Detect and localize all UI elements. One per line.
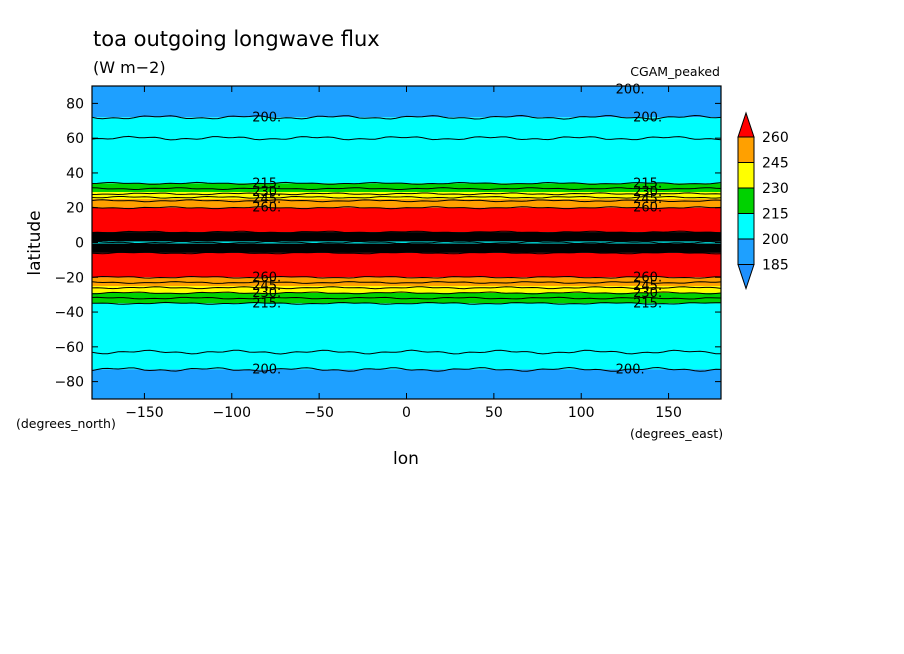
y-tick-label: 0 bbox=[75, 236, 84, 252]
colorbar-label: 260 bbox=[762, 130, 789, 146]
x-tick-label: 100 bbox=[568, 405, 595, 421]
contour-line bbox=[91, 286, 722, 290]
colorbar-label: 200 bbox=[762, 232, 789, 248]
contour-line bbox=[92, 241, 722, 244]
contour-line bbox=[91, 230, 722, 234]
contour-label: 200. bbox=[252, 110, 281, 125]
contour-label: 230. bbox=[633, 185, 662, 200]
contour-label: 215. bbox=[633, 296, 662, 311]
colorbar-label: 245 bbox=[762, 156, 789, 172]
contour-line bbox=[91, 275, 722, 279]
band-10 bbox=[92, 292, 721, 304]
contour-line bbox=[92, 246, 722, 250]
band-3 bbox=[92, 192, 721, 200]
colorbar-bottom-arrow bbox=[737, 264, 755, 291]
equatorial-stripe bbox=[92, 241, 721, 244]
band-5 bbox=[92, 207, 721, 233]
contour-line bbox=[91, 366, 722, 372]
y-tick-label: −20 bbox=[54, 270, 84, 286]
band-4 bbox=[92, 199, 721, 208]
contour-line bbox=[91, 114, 722, 120]
contour-label: 245. bbox=[252, 192, 281, 207]
chart-title: toa outgoing longwave flux bbox=[93, 27, 380, 51]
contour-label: 245. bbox=[252, 279, 281, 294]
x-axis-label: lon bbox=[393, 449, 419, 469]
contour-lines bbox=[91, 114, 722, 372]
y-axis-label: latitude bbox=[25, 210, 45, 275]
y-tick-label: −40 bbox=[54, 305, 84, 321]
band-1 bbox=[92, 117, 721, 184]
contour-label: 260. bbox=[633, 270, 662, 285]
contour-label: 260. bbox=[633, 201, 662, 216]
dataset-label: CGAM_peaked bbox=[630, 64, 720, 79]
y-tick-label: −80 bbox=[54, 375, 84, 391]
x-tick-label: 150 bbox=[655, 405, 682, 421]
band-9 bbox=[92, 285, 721, 293]
contour-line bbox=[91, 349, 721, 355]
contour-label: 200. bbox=[252, 362, 281, 377]
contour-label: 215. bbox=[633, 176, 662, 191]
contour-line bbox=[91, 135, 722, 141]
contour-line bbox=[91, 206, 722, 210]
contour-label: 200. bbox=[616, 82, 645, 97]
contour-label: 230. bbox=[633, 286, 662, 301]
y-axis-units: (degrees_north) bbox=[16, 416, 116, 431]
x-tick-label: 0 bbox=[402, 405, 411, 421]
axis-ticks bbox=[92, 86, 721, 399]
x-tick-label: −100 bbox=[213, 405, 251, 421]
x-tick-label: 50 bbox=[485, 405, 503, 421]
contour-label: 260. bbox=[252, 270, 281, 285]
colorbar: 260 245 230 215 200 185 bbox=[737, 111, 789, 291]
colorbar-label: 230 bbox=[762, 181, 789, 197]
contour-line bbox=[91, 281, 722, 284]
contour-label: 230. bbox=[252, 286, 281, 301]
colorbar-box bbox=[737, 187, 755, 214]
y-tick-label: 60 bbox=[66, 131, 84, 147]
contour-label: 215. bbox=[252, 296, 281, 311]
contour-line bbox=[91, 251, 722, 255]
band-7 bbox=[92, 252, 721, 278]
x-tick-labels: −150 −100 −50 0 50 100 150 bbox=[125, 405, 682, 421]
contour-label: 245. bbox=[633, 279, 662, 294]
contour-line bbox=[91, 181, 722, 185]
x-tick-label: −50 bbox=[304, 405, 334, 421]
contour-labels: 200. 200.200.215. 215.230. 230.245. 245.260.… bbox=[252, 82, 662, 377]
contour-label: 200. bbox=[633, 110, 662, 125]
x-tick-label: −150 bbox=[125, 405, 163, 421]
contour-line bbox=[91, 235, 722, 239]
band-8 bbox=[92, 277, 721, 286]
colorbar-box bbox=[737, 136, 755, 163]
contour-label: 215. bbox=[252, 176, 281, 191]
contour-line bbox=[91, 192, 722, 196]
contour-label: 230. bbox=[252, 185, 281, 200]
y-tick-labels: −80 −60 −40 −20 0 20 40 60 80 bbox=[54, 96, 84, 390]
contour-line bbox=[91, 187, 722, 191]
band-2 bbox=[92, 183, 721, 193]
contour-line bbox=[91, 199, 722, 203]
chart-units: (W m−2) bbox=[93, 58, 166, 77]
y-tick-label: 20 bbox=[66, 201, 84, 217]
contour-label: 260. bbox=[252, 201, 281, 216]
contour-line bbox=[91, 195, 722, 199]
contour-line bbox=[92, 301, 722, 305]
band-11 bbox=[92, 303, 721, 370]
plot-area: 200. 200.200.215. 215.230. 230.245. 245.260.… bbox=[91, 82, 722, 400]
contour-line bbox=[91, 296, 722, 300]
colorbar-label: 215 bbox=[762, 207, 789, 223]
colorbar-box bbox=[737, 213, 755, 240]
colorbar-box bbox=[737, 238, 755, 265]
contour-label: 245. bbox=[633, 192, 662, 207]
colorbar-box bbox=[737, 162, 755, 189]
contour-line bbox=[92, 291, 722, 295]
y-tick-label: 40 bbox=[66, 166, 84, 182]
colorbar-label: 185 bbox=[762, 258, 789, 274]
x-axis-units: (degrees_east) bbox=[630, 426, 723, 441]
y-tick-label: 80 bbox=[66, 96, 84, 112]
contour-label: 200. bbox=[616, 362, 645, 377]
y-tick-label: −60 bbox=[54, 340, 84, 356]
